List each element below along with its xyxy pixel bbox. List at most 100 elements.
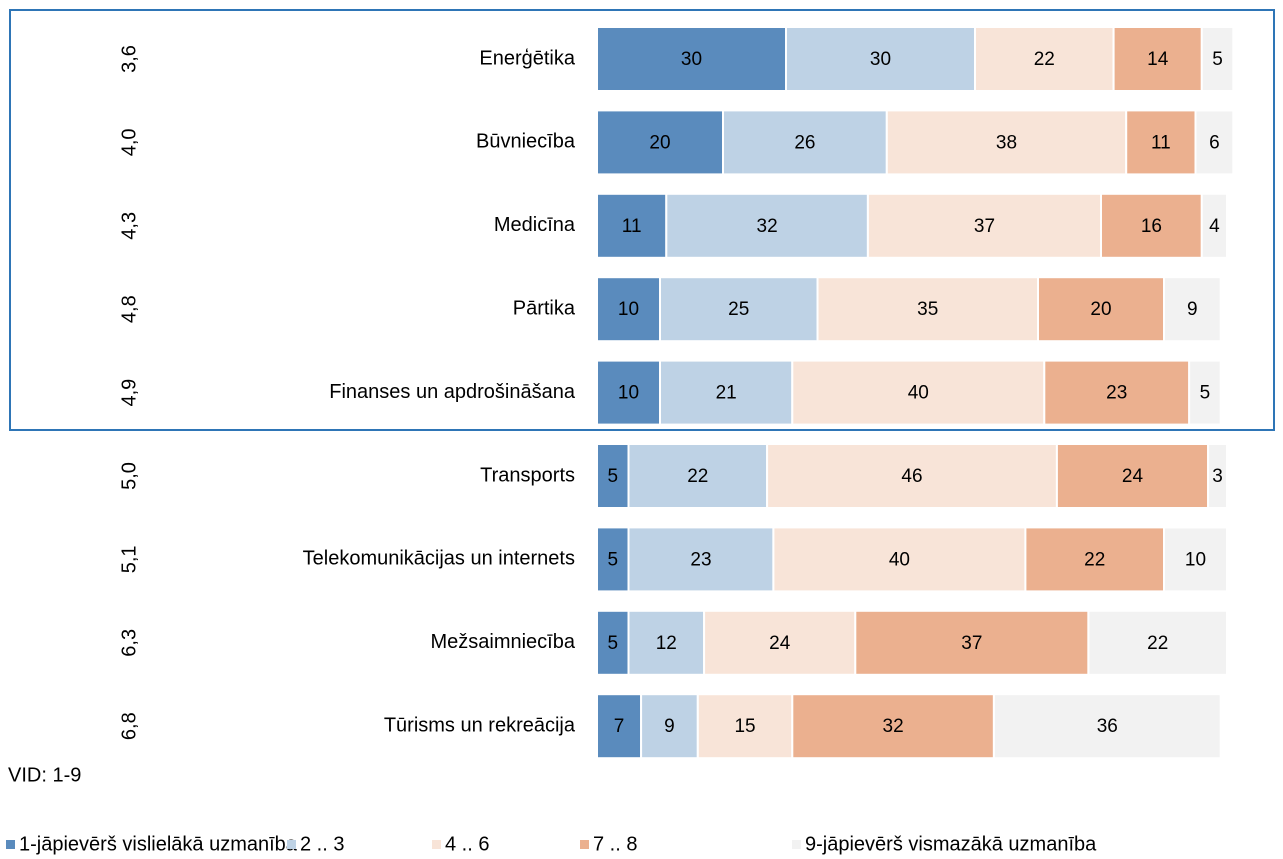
bar-segment: [659, 359, 794, 426]
value-label: 11: [622, 216, 642, 237]
category-label: Būvniecība: [476, 131, 576, 153]
value-label: 23: [1106, 383, 1127, 404]
value-label: 12: [656, 633, 677, 654]
bar-segment: [596, 192, 668, 259]
bar-segment: [766, 443, 1058, 509]
value-label: 3: [1212, 466, 1223, 487]
bar-segment: [1125, 109, 1197, 176]
value-label: 14: [1147, 49, 1169, 70]
bar-segment: [1194, 109, 1235, 176]
value-label: 9: [664, 716, 675, 737]
value-label: 30: [870, 49, 891, 70]
bar-segment: [1037, 276, 1165, 343]
value-label: 36: [1097, 716, 1118, 737]
bar-segment: [665, 192, 869, 259]
value-label: 22: [1084, 549, 1105, 570]
mean-label: 4,0: [118, 128, 140, 156]
category-label: Telekomunikācijas un internets: [303, 548, 575, 570]
value-label: 22: [687, 466, 708, 487]
legend-label: 4 .. 6: [445, 833, 489, 855]
value-label: 37: [974, 216, 995, 237]
bar-segment: [596, 526, 630, 593]
bar-segment: [791, 359, 1046, 426]
mean-label: 3,6: [118, 45, 140, 73]
mean-label: 6,8: [118, 712, 140, 740]
category-label: Transports: [480, 464, 575, 486]
value-label: 25: [728, 299, 749, 320]
value-label: 10: [618, 383, 639, 404]
bar-segment: [1200, 192, 1229, 259]
value-label: 30: [681, 49, 702, 70]
value-label: 6: [1209, 132, 1220, 153]
category-label: Enerģētika: [479, 47, 575, 69]
bar-segment: [722, 109, 888, 176]
bar-segment: [703, 609, 857, 676]
legend-swatch: [792, 840, 801, 849]
value-label: 46: [901, 466, 922, 487]
value-label: 4: [1209, 216, 1220, 237]
bar-segment: [1055, 443, 1210, 509]
legend-label: 9-jāpievērš vismazākā uzmanība: [805, 833, 1097, 855]
value-label: 22: [1034, 49, 1055, 70]
category-label: Medicīna: [494, 214, 576, 236]
value-label: 23: [690, 549, 711, 570]
category-label: Finanses un apdrošināšana: [329, 381, 576, 403]
bar-segment: [596, 359, 661, 426]
bar-segment: [1100, 192, 1203, 259]
value-label: 40: [889, 549, 910, 570]
annotation: VID: 1-9: [8, 764, 81, 786]
legend-swatch: [287, 840, 296, 849]
value-label: 9: [1187, 299, 1198, 320]
value-label: 21: [716, 383, 737, 404]
legend-swatch: [6, 840, 15, 849]
legend-label: 7 .. 8: [593, 833, 637, 855]
bar-segment: [659, 276, 819, 343]
bar-segment: [1207, 443, 1228, 509]
legend-label: 1-jāpievērš vislielākā uzmanība: [19, 833, 298, 855]
category-label: Tūrisms un rekreācija: [384, 714, 576, 736]
legend-swatch: [580, 840, 589, 849]
value-label: 20: [1090, 299, 1111, 320]
value-label: 10: [618, 299, 639, 320]
value-label: 7: [614, 716, 625, 737]
bar-segment: [596, 276, 661, 343]
category-label: Mežsaimniecība: [430, 631, 575, 653]
mean-label: 4,8: [118, 295, 140, 323]
mean-label: 4,9: [118, 379, 140, 407]
value-label: 37: [961, 633, 982, 654]
value-label: 5: [607, 549, 618, 570]
bar-segment: [1087, 609, 1229, 676]
value-label: 32: [883, 716, 904, 737]
bar-segment: [1163, 276, 1222, 343]
bar-segment: [596, 26, 787, 92]
mean-label: 4,3: [118, 212, 140, 240]
bar-segment: [627, 609, 706, 676]
value-label: 38: [996, 132, 1017, 153]
value-label: 35: [917, 299, 938, 320]
mean-label: 5,1: [118, 545, 140, 573]
value-label: 20: [649, 132, 670, 153]
bar-segment: [596, 609, 630, 676]
legend-label: 2 .. 3: [300, 833, 344, 855]
value-label: 24: [769, 633, 791, 654]
highlight-box: [9, 9, 1275, 431]
mean-label: 6,3: [118, 629, 140, 657]
value-label: 11: [1151, 132, 1171, 153]
bar-segment: [596, 693, 643, 760]
value-label: 5: [607, 633, 618, 654]
bar-segment: [1112, 26, 1203, 92]
bar-segment: [885, 109, 1128, 176]
mean-label: 5,0: [118, 462, 140, 490]
bar-segment: [596, 443, 630, 509]
value-label: 32: [757, 216, 778, 237]
value-label: 5: [1200, 383, 1211, 404]
value-label: 5: [607, 466, 618, 487]
bar-segment: [1163, 526, 1228, 593]
value-label: 24: [1122, 466, 1144, 487]
category-label: Pārtika: [513, 297, 576, 319]
bar-segment: [640, 693, 699, 760]
bar-segment: [1200, 26, 1235, 92]
bar-segment: [854, 609, 1090, 676]
value-label: 26: [794, 132, 815, 153]
